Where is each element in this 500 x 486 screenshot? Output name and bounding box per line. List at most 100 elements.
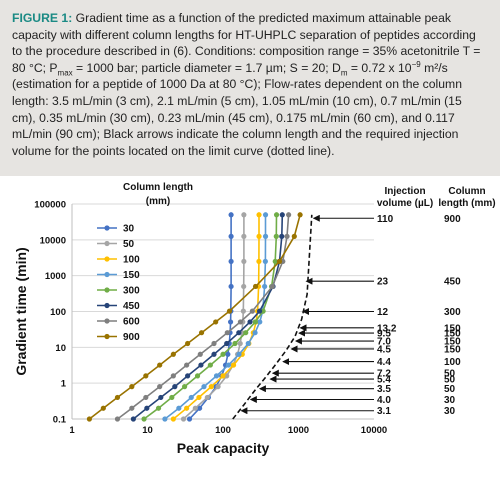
data-point-600 — [143, 394, 149, 401]
data-point-30 — [186, 416, 193, 422]
data-point-50 — [241, 233, 247, 239]
chart-area: 0.1 1 10 100 1000 10000 100000 1 10 100 1000 10000 P… — [0, 176, 500, 481]
injection-volume-label: 12 — [377, 307, 389, 318]
data-point-50 — [241, 283, 247, 290]
data-point-900 — [252, 283, 259, 290]
caption-text-2: = 1000 bar; particle diameter = 1.7 µm; … — [72, 60, 341, 75]
data-point-450 — [279, 233, 285, 239]
data-point-150 — [262, 233, 269, 239]
data-point-600 — [129, 405, 135, 411]
data-point-100 — [256, 212, 262, 218]
data-point-600 — [157, 384, 163, 390]
data-point-300 — [272, 258, 278, 265]
data-point-900 — [143, 373, 149, 379]
column-length-label: 50 — [444, 369, 456, 380]
data-point-150 — [213, 373, 220, 379]
series-layer — [86, 212, 313, 422]
data-point-900 — [170, 351, 176, 357]
injection-volume-label: 4.5 — [377, 344, 391, 355]
column-length-header: Column — [448, 186, 485, 197]
data-point-300 — [207, 362, 213, 368]
data-point-300 — [273, 233, 279, 239]
column-length-label: 50 — [444, 384, 456, 395]
series-line-50 — [182, 214, 245, 420]
injection-volume-label: 9.5 — [377, 329, 391, 340]
data-point-600 — [170, 373, 176, 379]
legend-label-100: 100 — [123, 255, 140, 266]
data-point-450 — [172, 384, 178, 390]
x-tick-label: 1000 — [288, 425, 309, 436]
data-point-900 — [297, 212, 303, 218]
legend-marker-150 — [104, 271, 110, 278]
legend-marker-300 — [104, 287, 110, 293]
data-point-450 — [158, 394, 164, 401]
data-point-900 — [198, 330, 205, 336]
data-point-450 — [198, 362, 204, 368]
data-point-900 — [291, 233, 297, 239]
data-point-150 — [201, 384, 207, 390]
legend-label-30: 30 — [123, 224, 135, 235]
pmax-subscript: max — [57, 68, 73, 78]
data-point-30 — [228, 212, 234, 218]
data-point-900 — [276, 258, 283, 265]
injection-volume-label: 7.2 — [377, 369, 391, 380]
injection-volume-label: 4.0 — [377, 395, 391, 406]
data-point-600 — [211, 340, 217, 347]
data-point-300 — [181, 384, 188, 390]
injection-volume-header: Injection — [384, 186, 425, 197]
data-point-450 — [256, 308, 263, 314]
data-point-150 — [257, 319, 263, 325]
data-point-30 — [228, 283, 234, 290]
data-point-30 — [227, 319, 234, 325]
data-point-100 — [196, 394, 202, 401]
data-point-600 — [184, 362, 190, 368]
data-point-900 — [86, 416, 92, 422]
column-length-label: 50 — [444, 375, 456, 386]
data-point-150 — [262, 212, 269, 218]
data-point-600 — [249, 308, 255, 314]
data-point-900 — [157, 362, 163, 368]
y-tick-label: 0.1 — [53, 415, 67, 426]
data-point-150 — [162, 416, 168, 422]
data-point-50 — [215, 384, 221, 390]
injection-volume-label: 110 — [377, 214, 394, 225]
data-point-450 — [130, 416, 136, 422]
data-point-50 — [237, 340, 243, 347]
data-point-150 — [262, 283, 268, 290]
column-length-label: 150 — [444, 323, 461, 334]
data-point-150 — [176, 405, 182, 411]
data-point-100 — [256, 258, 262, 265]
data-point-450 — [211, 351, 217, 357]
data-point-600 — [197, 351, 203, 357]
legend-marker-30 — [104, 225, 110, 231]
data-point-30 — [228, 258, 234, 265]
data-point-900 — [185, 340, 191, 347]
data-point-300 — [273, 212, 280, 218]
caption-text-3: = 0.72 x 10 — [347, 60, 412, 75]
data-point-600 — [284, 233, 290, 239]
data-point-150 — [236, 351, 242, 357]
data-point-900 — [226, 308, 233, 314]
injection-volume-label: 3.1 — [377, 406, 391, 417]
data-point-100 — [220, 373, 226, 379]
data-point-900 — [129, 384, 135, 390]
x-tick-label: 10 — [142, 425, 153, 436]
legend-label-150: 150 — [123, 270, 140, 281]
data-point-30 — [228, 233, 234, 239]
legend-marker-50 — [104, 240, 110, 247]
data-point-450 — [185, 373, 191, 379]
data-point-450 — [247, 319, 253, 325]
y-tick-label: 1 — [61, 379, 67, 390]
data-point-50 — [241, 258, 247, 265]
x-tick-label: 100 — [215, 425, 231, 436]
data-point-100 — [184, 405, 190, 411]
y-tick-label: 100 — [50, 307, 66, 318]
data-point-300 — [220, 351, 226, 357]
data-point-100 — [230, 362, 237, 368]
data-point-50 — [204, 394, 210, 401]
data-point-900 — [213, 319, 219, 325]
data-point-450 — [236, 330, 242, 336]
arrow-layer — [240, 214, 374, 415]
